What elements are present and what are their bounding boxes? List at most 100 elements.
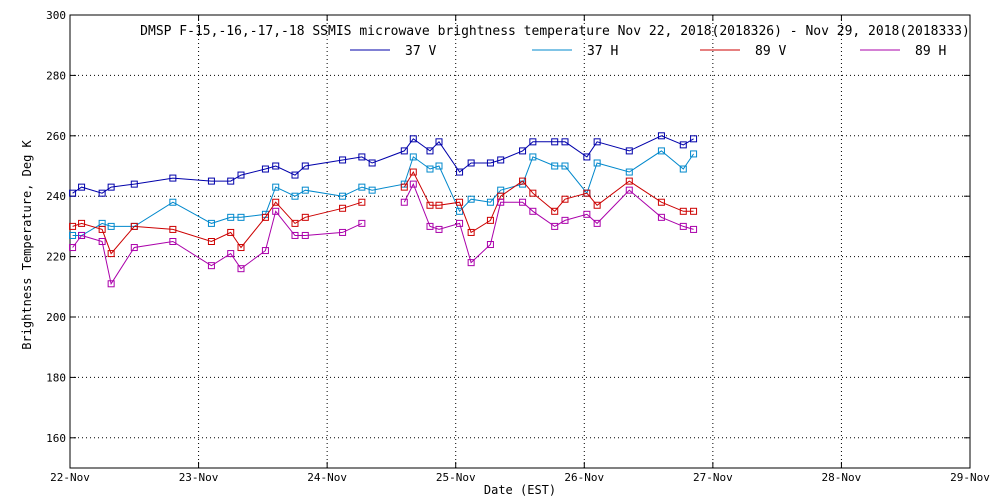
data-point-marker (227, 250, 235, 258)
data-point-marker (467, 259, 475, 267)
data-point-marker (467, 195, 475, 203)
x-tick-label: 27-Nov (693, 471, 733, 484)
data-point-marker (690, 225, 698, 233)
data-point-marker (78, 219, 86, 227)
data-point-marker (261, 213, 269, 221)
data-point-marker (207, 238, 215, 245)
data-point-marker (486, 216, 494, 224)
x-tick-label: 29-Nov (950, 471, 990, 484)
data-point-marker (456, 219, 464, 227)
y-tick-label: 260 (46, 130, 66, 143)
data-point-marker (519, 147, 527, 155)
data-point-marker (272, 198, 280, 206)
data-point-marker (426, 201, 434, 209)
data-point-marker (551, 162, 559, 170)
legend-item: 89 H (860, 44, 946, 59)
data-point-marker (529, 153, 537, 161)
series-line (403, 170, 694, 234)
legend-label: 89 H (915, 44, 946, 59)
data-point-marker (519, 198, 527, 206)
series-37-h (69, 147, 698, 239)
data-point-marker (551, 207, 559, 215)
data-point-marker (291, 219, 299, 227)
data-point-marker (593, 201, 601, 209)
data-point-marker (107, 183, 115, 191)
data-point-marker (456, 168, 464, 176)
data-point-marker (529, 138, 537, 146)
chart-legend: 37 V 37 H 89 V 89 H (350, 44, 946, 59)
data-point-marker (169, 174, 177, 182)
data-point-marker (358, 198, 366, 206)
data-point-marker (169, 198, 177, 206)
data-point-marker (435, 201, 443, 209)
legend-item: 89 V (700, 44, 786, 59)
data-point-marker (339, 204, 347, 212)
y-tick-label: 280 (46, 69, 66, 82)
series-line (403, 182, 694, 264)
data-point-marker (107, 222, 115, 230)
plot-frame (69, 14, 971, 469)
data-point-marker (409, 180, 417, 188)
y-tick-label: 180 (46, 371, 66, 384)
data-point-marker (561, 216, 569, 224)
legend-label: 89 V (755, 44, 786, 59)
data-point-marker (426, 147, 434, 155)
data-point-marker (583, 153, 591, 161)
data-point-marker (679, 165, 687, 173)
data-point-marker (339, 192, 347, 200)
data-point-marker (679, 222, 687, 230)
data-point-marker (561, 138, 569, 146)
data-point-marker (657, 198, 665, 206)
data-point-marker (261, 165, 269, 173)
data-point-marker (657, 213, 665, 221)
data-point-marker (593, 159, 601, 167)
data-point-marker (227, 177, 235, 185)
data-point-marker (583, 210, 591, 218)
data-point-marker (69, 244, 77, 252)
data-point-marker (409, 153, 417, 161)
x-axis: 22-Nov 23-Nov 24-Nov 25-Nov 26-Nov 27-Nov 28-N… (50, 15, 990, 484)
series-37-v (69, 132, 698, 197)
data-point-marker (69, 231, 77, 239)
data-point-marker (409, 168, 417, 176)
series-89-v (69, 168, 698, 258)
data-point-marker (339, 228, 347, 236)
data-point-marker (227, 228, 235, 236)
data-point-marker (593, 138, 601, 146)
series-line (72, 150, 695, 236)
data-point-marker (657, 132, 665, 140)
data-point-marker (368, 186, 376, 194)
data-point-marker (625, 177, 633, 185)
data-point-marker (690, 207, 698, 215)
data-point-marker (409, 135, 417, 143)
data-point-marker (593, 219, 601, 227)
data-point-marker (551, 222, 559, 230)
data-point-marker (435, 225, 443, 233)
data-point-marker (98, 189, 106, 197)
data-point-marker (207, 262, 215, 270)
data-point-marker (657, 147, 665, 155)
data-point-marker (690, 150, 698, 158)
data-point-marker (519, 177, 527, 185)
data-point-marker (291, 192, 299, 200)
x-axis-title: Date (EST) (484, 483, 556, 497)
data-point-marker (435, 138, 443, 146)
series-89-h (69, 180, 698, 288)
data-point-marker (78, 183, 86, 191)
chart-title: DMSP F-15,-16,-17,-18 SSMIS microwave br… (140, 24, 970, 39)
data-point-marker (169, 225, 177, 233)
data-point-marker (107, 280, 115, 288)
data-point-marker (261, 247, 269, 255)
y-axis: 160 180 200 220 240 260 280 300 (46, 9, 970, 445)
y-tick-label: 220 (46, 251, 66, 264)
data-point-marker (130, 244, 138, 252)
data-point-marker (107, 250, 115, 258)
data-point-marker (69, 222, 77, 230)
data-point-marker (625, 186, 633, 194)
data-point-marker (368, 159, 376, 167)
legend-item: 37 V (350, 44, 436, 59)
x-tick-label: 22-Nov (50, 471, 90, 484)
data-point-marker (486, 241, 494, 249)
data-point-marker (169, 238, 177, 245)
